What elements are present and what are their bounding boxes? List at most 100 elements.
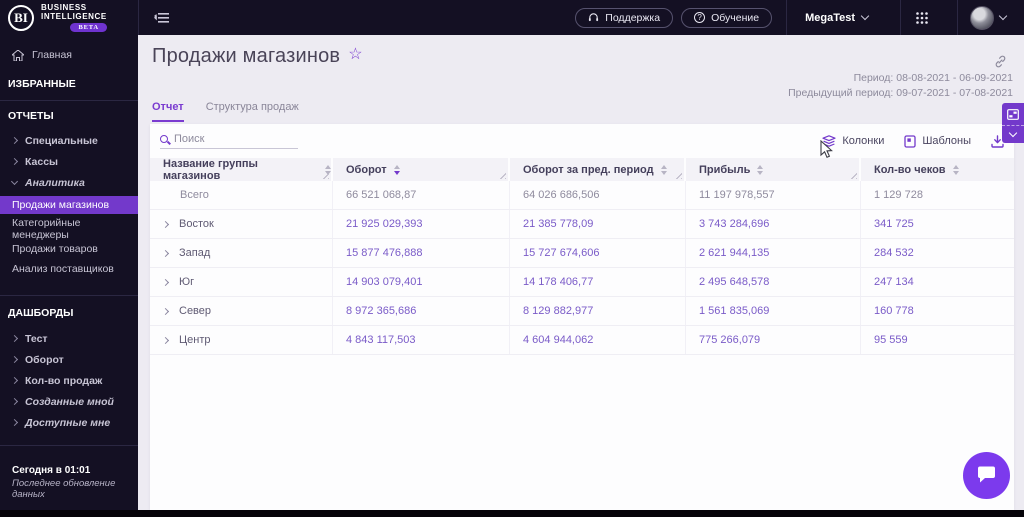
sort-icon[interactable]	[660, 164, 667, 175]
search-input[interactable]	[174, 133, 284, 145]
column-header-label: Прибыль	[699, 163, 751, 176]
cell-value: 21 925 029,393	[333, 210, 510, 238]
sidebar: Главная ИЗБРАННЫЕ ОТЧЕТЫ Специальные Кас…	[0, 35, 138, 510]
column-header-store-group[interactable]: Название группы магазинов	[150, 157, 333, 182]
column-resize-handle[interactable]	[321, 171, 329, 179]
sidebar-item-test[interactable]: Тест	[0, 328, 138, 349]
sidebar-item-category-managers[interactable]: Категорийные менеджеры	[0, 217, 138, 241]
workspace-label: MegaTest	[805, 11, 855, 24]
expand-row-icon[interactable]	[161, 307, 170, 315]
cell-value: 4 843 117,503	[333, 326, 510, 354]
user-avatar	[970, 5, 994, 30]
column-header-prev-turnover[interactable]: Оборот за пред. период	[510, 158, 686, 181]
cell-value: 1 561 835,069	[686, 297, 861, 325]
sidebar-item-supplier-analysis[interactable]: Анализ поставщиков	[0, 259, 138, 279]
chevron-right-icon	[10, 397, 19, 406]
cell-name: Всего	[150, 181, 333, 209]
workspace-selector[interactable]: MegaTest	[787, 0, 886, 35]
templates-button[interactable]: Шаблоны	[904, 134, 971, 148]
chat-bubble-icon	[978, 466, 995, 483]
sidebar-item-label: Аналитика	[25, 176, 85, 189]
filter-panel-button[interactable]	[1002, 103, 1024, 126]
search-box	[160, 133, 298, 149]
cell-value: 14 178 406,77	[510, 268, 686, 296]
training-button[interactable]: ? Обучение	[681, 7, 773, 28]
sidebar-item-turnover[interactable]: Оборот	[0, 349, 138, 370]
column-resize-handle[interactable]	[498, 171, 506, 179]
sort-icon[interactable]	[757, 164, 764, 175]
columns-label: Колонки	[842, 135, 885, 147]
chevron-right-icon	[10, 334, 19, 343]
cell-value: 8 129 882,977	[510, 297, 686, 325]
chevron-down-icon	[10, 177, 19, 186]
cell-value: 66 521 068,87	[333, 181, 510, 209]
chevron-down-icon	[998, 11, 1008, 21]
cell-value: 95 559	[874, 334, 908, 346]
column-header-label: Оборот	[346, 163, 387, 176]
filter-panel-collapse-button[interactable]	[1002, 126, 1024, 143]
share-link-icon[interactable]	[994, 55, 1007, 73]
column-header-label: Название группы магазинов	[163, 157, 258, 182]
cell-value: 2 621 944,135	[686, 239, 861, 267]
user-menu[interactable]	[958, 0, 1014, 35]
cell-value: 64 026 686,506	[510, 181, 686, 209]
chevron-right-icon	[10, 376, 19, 385]
apps-grid-button[interactable]	[901, 0, 943, 35]
cell-value: 2 495 648,578	[686, 268, 861, 296]
sidebar-item-home[interactable]: Главная	[0, 43, 138, 67]
column-header-profit[interactable]: Прибыль	[686, 158, 861, 181]
sidebar-item-label: Созданные мной	[25, 395, 114, 408]
topbar-divider	[957, 0, 958, 35]
sidebar-item-store-sales[interactable]: Продажи магазинов	[0, 196, 138, 214]
expand-row-icon[interactable]	[161, 220, 170, 228]
sort-icon[interactable]	[952, 164, 959, 175]
download-icon	[991, 134, 1004, 148]
sidebar-item-cash[interactable]: Кассы	[0, 151, 138, 172]
column-resize-handle[interactable]	[849, 171, 857, 179]
sidebar-item-special[interactable]: Специальные	[0, 130, 138, 151]
table-row: Север 8 972 365,686 8 129 882,977 1 561 …	[150, 297, 1014, 326]
sidebar-divider	[0, 445, 138, 446]
sidebar-item-sales-count[interactable]: Кол-во продаж	[0, 370, 138, 391]
column-header-label: Кол-во чеков	[874, 163, 946, 176]
period-label: Период: 08-08-2021 - 06-09-2021	[853, 72, 1013, 84]
tab-sales-structure[interactable]: Структура продаж	[205, 101, 299, 113]
bottom-window-strip	[0, 510, 1024, 517]
table-row: Центр 4 843 117,503 4 604 944,062 775 26…	[150, 326, 1014, 355]
cell-value: 247 134	[874, 276, 914, 288]
cell-value: 15 877 476,888	[333, 239, 510, 267]
home-icon	[12, 49, 24, 61]
chat-button[interactable]	[963, 452, 1010, 499]
sidebar-item-label: Тест	[25, 332, 48, 345]
expand-row-icon[interactable]	[161, 249, 170, 257]
columns-icon	[822, 134, 836, 147]
tab-report[interactable]: Отчет	[152, 101, 184, 122]
expand-row-icon[interactable]	[161, 336, 170, 344]
logo-line2: INTELLIGENCE	[41, 12, 107, 21]
favorite-star-icon[interactable]: ☆	[348, 46, 363, 63]
sidebar-divider	[0, 100, 138, 101]
expand-row-icon[interactable]	[161, 278, 170, 286]
cell-name: Запад	[179, 247, 211, 259]
column-header-turnover[interactable]: Оборот	[333, 158, 510, 181]
sidebar-item-available-to-me[interactable]: Доступные мне	[0, 412, 138, 433]
cell-value: 284 532	[874, 247, 914, 259]
column-resize-handle[interactable]	[674, 171, 682, 179]
chevron-down-icon	[1008, 128, 1018, 138]
columns-button[interactable]: Колонки	[822, 134, 885, 148]
sidebar-collapse-icon[interactable]	[153, 9, 171, 27]
chevron-right-icon	[10, 355, 19, 364]
cell-name: Юг	[179, 276, 195, 288]
cell-value: 160 778	[874, 305, 914, 317]
table-row: Восток 21 925 029,393 21 385 778,09 3 74…	[150, 210, 1014, 239]
training-label: Обучение	[711, 11, 760, 24]
download-button[interactable]	[991, 134, 1004, 148]
sidebar-item-product-sales[interactable]: Продажи товаров	[0, 239, 138, 259]
chevron-down-icon	[860, 11, 870, 21]
sort-icon-active[interactable]	[393, 164, 400, 175]
support-button[interactable]: Поддержка	[575, 7, 674, 28]
sidebar-item-analytics[interactable]: Аналитика	[0, 172, 138, 193]
sidebar-item-label: Категорийные менеджеры	[12, 217, 81, 241]
column-header-receipts[interactable]: Кол-во чеков	[861, 158, 1014, 181]
sidebar-item-created-by-me[interactable]: Созданные мной	[0, 391, 138, 412]
